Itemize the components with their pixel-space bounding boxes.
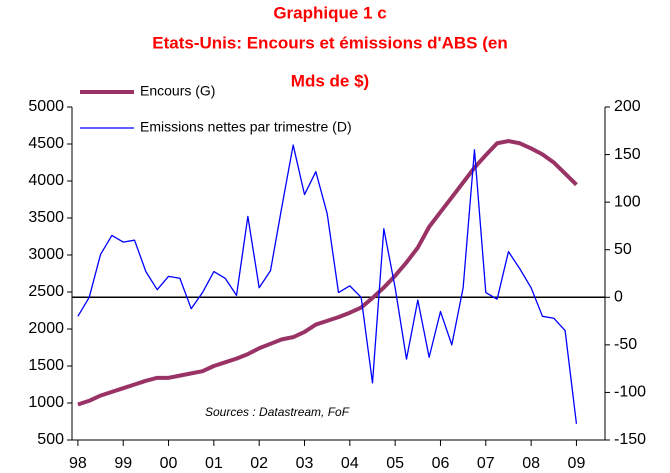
y-tick-label: 1500	[28, 357, 64, 374]
x-tick-label: 04	[341, 455, 359, 472]
x-tick-label: 00	[160, 455, 178, 472]
x-tick-label: 03	[296, 455, 314, 472]
legend-label: Emissions nettes par trimestre (D)	[140, 119, 352, 135]
y-tick-label: 1000	[28, 394, 64, 411]
x-tick-label: 99	[114, 455, 132, 472]
y2-tick-label: -150	[614, 431, 646, 448]
y-tick-label: 4000	[28, 172, 64, 189]
x-tick-label: 07	[477, 455, 495, 472]
y-tick-label: 5000	[28, 98, 64, 115]
x-tick-label: 98	[69, 455, 87, 472]
y2-tick-label: -100	[614, 384, 646, 401]
y2-tick-label: 50	[614, 241, 632, 258]
chart-title: Mds de $)	[291, 71, 369, 90]
y-tick-label: 2500	[28, 283, 64, 300]
chart-title: Graphique 1 c	[273, 3, 386, 22]
series-line	[77, 139, 578, 407]
annotation: Sources : Datastream, FoF	[205, 405, 350, 419]
series-line	[77, 144, 578, 424]
y-tick-label: 3500	[28, 209, 64, 226]
y2-tick-label: 150	[614, 146, 641, 163]
y2-tick-label: 200	[614, 98, 641, 115]
chart-title: Etats-Unis: Encours et émissions d'ABS (…	[152, 33, 507, 52]
y2-tick-label: 0	[614, 289, 623, 306]
y2-tick-label: 100	[614, 193, 641, 210]
y-tick-label: 4500	[28, 135, 64, 152]
legend-label: Encours (G)	[140, 83, 215, 99]
x-tick-label: 02	[250, 455, 268, 472]
y-tick-label: 500	[37, 431, 64, 448]
x-tick-label: 06	[432, 455, 450, 472]
x-tick-label: 05	[386, 455, 404, 472]
y2-tick-label: -50	[614, 336, 637, 353]
x-tick-label: 09	[568, 455, 586, 472]
x-tick-label: 01	[205, 455, 223, 472]
y-tick-label: 2000	[28, 320, 64, 337]
y-tick-label: 3000	[28, 246, 64, 263]
x-tick-label: 08	[522, 455, 540, 472]
